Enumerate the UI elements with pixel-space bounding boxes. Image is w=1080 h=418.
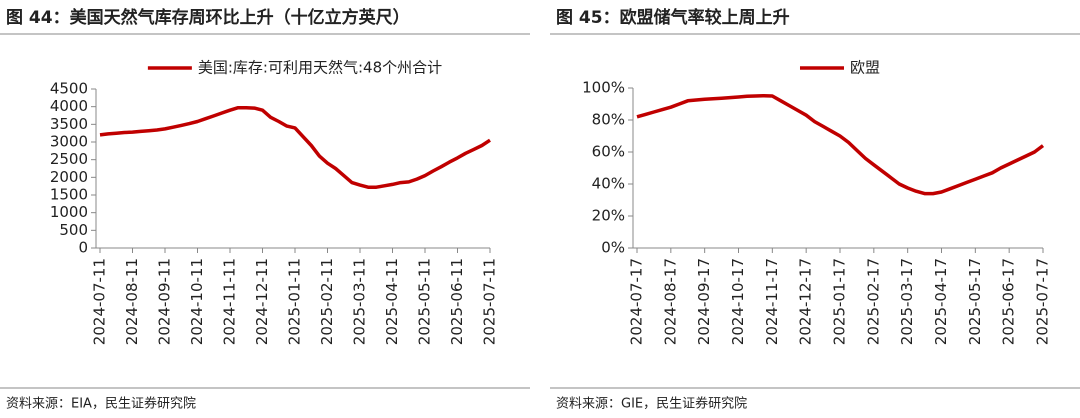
x-tick-label: 2025-03-17 (898, 258, 916, 345)
x-tick-label: 2024-10-11 (188, 258, 206, 345)
y-tick-label: 3000 (50, 133, 88, 151)
y-tick-label: 20% (592, 207, 625, 225)
x-tick-label: 2024-07-11 (91, 258, 109, 345)
legend-label: 美国:库存:可利用天然气:48个州合计 (198, 59, 442, 77)
y-tick-label: 1000 (50, 203, 88, 221)
x-tick-label: 2025-06-17 (1000, 258, 1018, 345)
y-tick-label: 0 (78, 239, 88, 257)
chart-title: 图 45：欧盟储气率较上周上升 (556, 7, 790, 28)
y-tick-label: 40% (592, 175, 625, 193)
x-tick-label: 2025-02-17 (864, 258, 882, 345)
y-tick-label: 2000 (50, 168, 88, 186)
y-tick-label: 80% (592, 111, 625, 129)
y-tick-label: 1500 (50, 186, 88, 204)
x-tick-label: 2025-04-17 (932, 258, 950, 345)
x-tick-label: 2025-04-11 (383, 258, 401, 345)
x-tick-label: 2024-12-17 (797, 258, 815, 345)
chart-title: 图 44：美国天然气库存周环比上升（十亿立方英尺） (6, 7, 410, 28)
x-tick-label: 2024-11-11 (221, 258, 239, 345)
x-tick-label: 2025-06-11 (448, 258, 466, 345)
y-tick-label: 3500 (50, 115, 88, 133)
x-tick-label: 2024-12-11 (253, 258, 271, 345)
source: 资料来源：EIA，民生证券研究院 (6, 396, 196, 412)
x-tick-label: 2025-05-11 (416, 258, 434, 345)
x-tick-label: 2024-09-11 (156, 258, 174, 345)
legend-label: 欧盟 (850, 59, 880, 77)
x-tick-label: 2024-08-11 (123, 258, 141, 345)
x-tick-label: 2024-10-17 (729, 258, 747, 345)
x-tick-label: 2024-08-17 (661, 258, 679, 345)
x-tick-label: 2024-09-17 (695, 258, 713, 345)
x-tick-label: 2025-05-17 (966, 258, 984, 345)
y-tick-label: 2500 (50, 150, 88, 168)
source: 资料来源：GIE，民生证券研究院 (556, 396, 747, 412)
y-tick-label: 0% (601, 239, 625, 257)
line (99, 105, 491, 189)
x-tick-label: 2025-01-17 (831, 258, 849, 345)
y-tick-label: 500 (59, 221, 88, 239)
x-tick-label: 2025-02-11 (318, 258, 336, 345)
x-tick-label: 2024-11-17 (763, 258, 781, 345)
y-tick-label: 100% (582, 79, 625, 97)
line (636, 93, 1045, 196)
x-tick-label: 2025-07-11 (481, 258, 499, 345)
x-tick-label: 2025-07-17 (1034, 258, 1052, 345)
x-tick-label: 2024-07-17 (628, 258, 646, 345)
y-tick-label: 4000 (50, 97, 88, 115)
y-tick-label: 60% (592, 143, 625, 161)
x-tick-label: 2025-01-11 (286, 258, 304, 345)
x-tick-label: 2025-03-11 (351, 258, 369, 345)
y-tick-label: 4500 (50, 80, 88, 98)
